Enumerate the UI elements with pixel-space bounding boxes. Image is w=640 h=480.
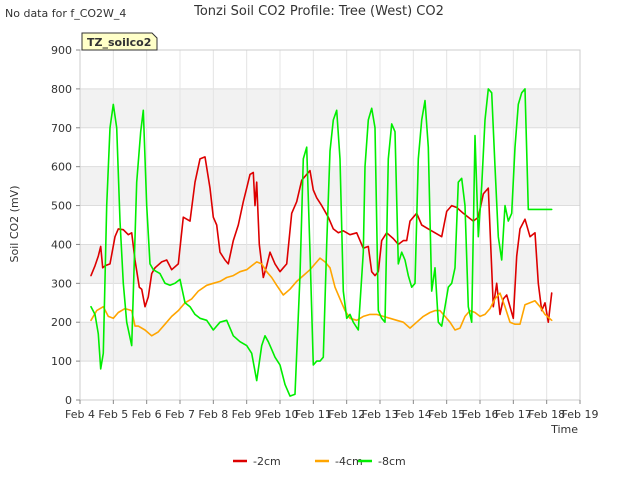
plot-band xyxy=(80,244,580,284)
x-tick-label: Feb 5 xyxy=(98,408,128,421)
no-data-note: No data for f_CO2W_4 xyxy=(5,7,126,20)
legend-label: -8cm xyxy=(378,455,406,468)
x-tick-label: Feb 17 xyxy=(495,408,532,421)
x-tick-label: Feb 4 xyxy=(65,408,95,421)
x-axis-label: Time xyxy=(550,423,578,436)
series-layer xyxy=(90,88,553,397)
x-tick-label: Feb 9 xyxy=(232,408,262,421)
x-axis-ticks: Feb 4 Feb 5 Feb 6 Feb 7 Feb 8 Feb 9 Feb 10Feb … xyxy=(65,400,598,421)
x-tick-label: Feb 18 xyxy=(528,408,565,421)
y-tick-label: 200 xyxy=(51,316,72,329)
y-axis-ticks: 0 100 200 300 400 500 600 700 800 900 xyxy=(51,44,80,407)
x-tick-label: Feb 7 xyxy=(165,408,195,421)
y-tick-label: 500 xyxy=(51,200,72,213)
site-label: TZ_soilco2 xyxy=(87,36,151,49)
grid-lines xyxy=(79,49,581,401)
x-tick-label: Feb 12 xyxy=(328,408,365,421)
legend-label: -4cm xyxy=(335,455,363,468)
x-tick-label: Feb 11 xyxy=(295,408,332,421)
series-line-4cm xyxy=(90,257,553,337)
y-axis-label: Soil CO2 (mV) xyxy=(8,186,21,263)
x-tick-label: Feb 10 xyxy=(262,408,299,421)
y-tick-label: 600 xyxy=(51,161,72,174)
x-tick-label: Feb 6 xyxy=(132,408,162,421)
legend: -2cm -4cm -8cm xyxy=(233,455,406,468)
plot-frame xyxy=(79,49,581,401)
y-tick-label: 800 xyxy=(51,83,72,96)
plot-band xyxy=(80,283,580,323)
x-tick-label: Feb 8 xyxy=(198,408,228,421)
y-tick-label: 0 xyxy=(65,394,72,407)
y-tick-label: 700 xyxy=(51,122,72,135)
plot-background xyxy=(80,50,580,400)
series-line-8cm xyxy=(90,88,553,397)
x-tick-label: Feb 13 xyxy=(362,408,399,421)
plot-band xyxy=(80,50,580,89)
x-tick-label: Feb 14 xyxy=(395,408,432,421)
y-tick-label: 900 xyxy=(51,44,72,57)
x-tick-label: Feb 15 xyxy=(428,408,465,421)
plot-band xyxy=(80,322,580,362)
y-tick-label: 100 xyxy=(51,355,72,368)
y-tick-label: 400 xyxy=(51,238,72,251)
legend-label: -2cm xyxy=(253,455,281,468)
x-tick-label: Feb 19 xyxy=(562,408,599,421)
plot-band xyxy=(80,361,580,400)
site-label-box: TZ_soilco2 xyxy=(81,32,158,51)
chart-title: Tonzi Soil CO2 Profile: Tree (West) CO2 xyxy=(193,4,444,19)
series-line-2cm xyxy=(90,156,553,324)
y-tick-label: 300 xyxy=(51,277,72,290)
plot-band xyxy=(80,88,580,128)
x-tick-label: Feb 16 xyxy=(462,408,499,421)
